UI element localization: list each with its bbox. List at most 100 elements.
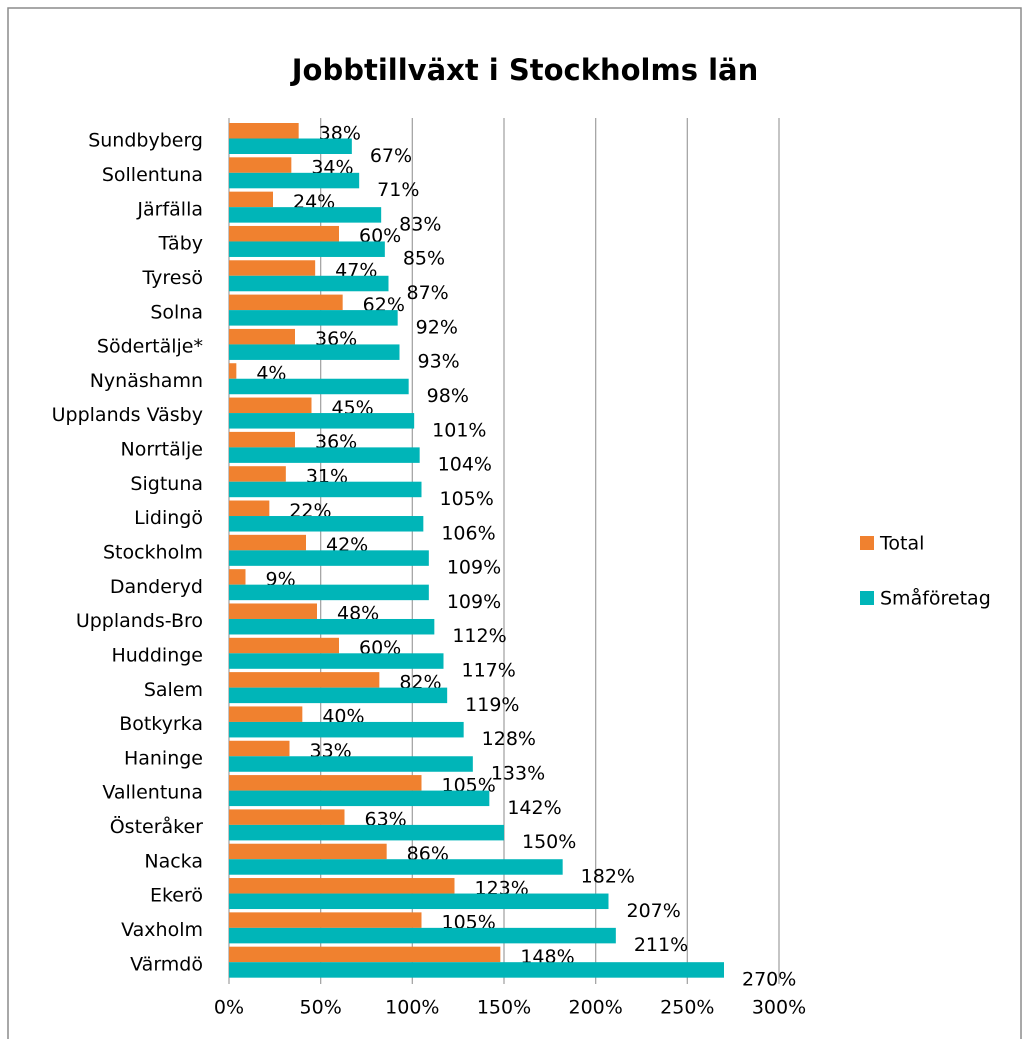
bar [229, 790, 490, 807]
data-label: 117% [462, 660, 516, 682]
data-label: 211% [634, 934, 688, 956]
y-tick-label: Botkyrka [119, 713, 203, 735]
data-label: 109% [447, 557, 501, 579]
y-tick-label: Stockholm [103, 542, 203, 564]
data-label: 71% [377, 179, 419, 201]
y-tick-label: Ekerö [150, 885, 203, 907]
x-tick-label: 100% [385, 997, 439, 1019]
chart-border [7, 7, 1022, 1039]
bar [229, 138, 352, 154]
bar [229, 344, 400, 360]
data-label: 207% [627, 900, 681, 922]
chart-title: Jobbtillväxt i Stockholms län [290, 53, 758, 87]
bar [229, 275, 389, 292]
data-label: 142% [507, 797, 561, 819]
y-tick-label: Täby [158, 233, 203, 255]
data-label: 106% [441, 522, 495, 544]
y-tick-label: Haninge [124, 747, 203, 769]
x-tick-label: 0% [214, 997, 244, 1019]
data-label: 133% [491, 763, 545, 785]
bar [229, 294, 343, 311]
bar [229, 328, 295, 345]
bar [229, 397, 312, 414]
bar [229, 363, 237, 379]
bar [229, 569, 246, 585]
bar [229, 672, 380, 688]
bar [229, 481, 422, 498]
bar [229, 912, 422, 928]
data-label: 128% [482, 728, 536, 750]
bar [229, 878, 455, 894]
bar [229, 859, 563, 875]
x-tick-label: 300% [752, 997, 806, 1019]
y-tick-label: Sollentuna [102, 164, 203, 186]
bar [229, 618, 435, 635]
bar [229, 123, 299, 139]
bar [229, 466, 286, 482]
bar [229, 310, 398, 326]
bar [229, 721, 464, 738]
y-tick-label: Nacka [144, 850, 203, 872]
y-tick-label: Tyresö [142, 267, 204, 289]
data-label: 92% [416, 316, 458, 338]
y-tick-label: Salem [144, 679, 203, 701]
bar [229, 603, 317, 619]
y-tick-label: Lidingö [134, 507, 203, 529]
bar [229, 740, 290, 757]
y-tick-label: Vaxholm [121, 919, 203, 941]
x-tick-label: 150% [477, 997, 531, 1019]
bar [229, 550, 429, 566]
bar [229, 962, 724, 978]
y-tick-label: Norrtälje [121, 439, 203, 461]
x-tick-label: 200% [569, 997, 623, 1019]
data-label: 101% [432, 419, 486, 441]
bar [229, 756, 473, 772]
bar [229, 500, 270, 517]
y-tick-label: Sigtuna [130, 473, 203, 495]
x-tick-label: 250% [660, 997, 714, 1019]
data-label: 119% [465, 694, 519, 716]
bar [229, 824, 504, 841]
bar [229, 843, 387, 860]
bar [229, 534, 306, 551]
legend-swatch [860, 536, 874, 550]
bar [229, 207, 382, 223]
y-tick-label: Södertälje* [97, 336, 203, 358]
bar [229, 413, 415, 429]
data-label: 85% [403, 248, 445, 270]
bar [229, 687, 448, 704]
y-tick-label: Upplands-Bro [76, 610, 203, 632]
y-tick-label: Österåker [110, 815, 203, 838]
bar [229, 378, 409, 395]
bar [229, 775, 422, 791]
data-label: 93% [418, 351, 460, 373]
y-tick-label: Sundbyberg [88, 130, 203, 152]
bar [229, 706, 303, 722]
bar [229, 157, 292, 173]
data-label: 67% [370, 145, 412, 167]
y-tick-label: Huddinge [111, 644, 203, 666]
data-label: 87% [407, 282, 449, 304]
bar [229, 516, 424, 532]
data-label: 104% [438, 454, 492, 476]
bar [229, 191, 273, 208]
data-label: 83% [399, 213, 441, 235]
bar [229, 260, 316, 276]
y-tick-label: Värmdö [130, 953, 203, 975]
bar [229, 946, 501, 963]
bar [229, 927, 616, 944]
bar [229, 431, 295, 448]
data-label: 270% [742, 968, 796, 990]
bar [229, 241, 385, 257]
legend-label: Total [879, 533, 924, 555]
data-label: 98% [427, 385, 469, 407]
bar [229, 637, 339, 654]
data-label: 105% [440, 488, 494, 510]
data-label: 182% [581, 865, 635, 887]
bar [229, 584, 429, 601]
legend-swatch [860, 591, 874, 605]
legend-label: Småföretag [880, 587, 991, 610]
data-label: 112% [452, 625, 506, 647]
data-label: 109% [447, 591, 501, 613]
